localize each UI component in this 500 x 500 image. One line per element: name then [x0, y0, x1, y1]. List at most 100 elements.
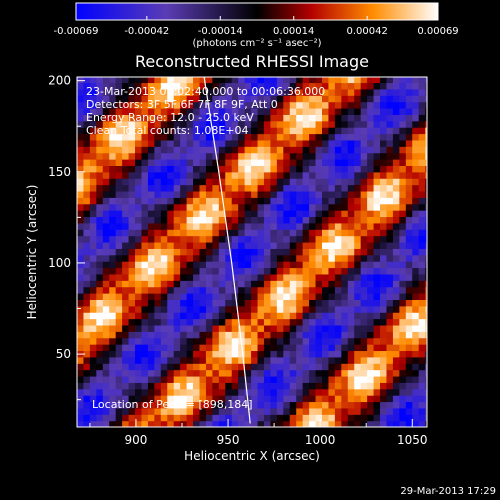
heatmap-cell: [251, 382, 259, 390]
heatmap-cell: [238, 222, 246, 230]
heatmap-cell: [392, 210, 400, 218]
heatmap-cell: [128, 286, 136, 294]
heatmap-cell: [302, 235, 310, 243]
heatmap-cell: [322, 254, 330, 262]
heatmap-cell: [380, 171, 388, 179]
heatmap-cell: [418, 229, 426, 237]
heatmap-cell: [257, 407, 265, 415]
heatmap-cell: [180, 388, 188, 396]
heatmap-cell: [180, 184, 188, 192]
heatmap-cell: [89, 184, 97, 192]
heatmap-cell: [89, 401, 97, 409]
heatmap-cell: [115, 165, 123, 173]
heatmap-cell: [147, 324, 155, 332]
heatmap-cell: [128, 299, 136, 307]
heatmap-cell: [160, 286, 168, 294]
heatmap-cell: [347, 184, 355, 192]
heatmap-cell: [122, 165, 130, 173]
heatmap-cell: [180, 420, 188, 427]
heatmap-cell: [180, 107, 188, 115]
heatmap-cell: [399, 305, 407, 313]
heatmap-cell: [173, 273, 181, 281]
heatmap-cell: [334, 133, 342, 141]
heatmap-cell: [122, 133, 130, 141]
heatmap-cell: [147, 235, 155, 243]
heatmap-cell: [418, 203, 426, 211]
heatmap-cell: [77, 197, 85, 205]
heatmap-cell: [102, 273, 110, 281]
heatmap-cell: [380, 286, 388, 294]
heatmap-cell: [380, 331, 388, 339]
heatmap-cell: [167, 375, 175, 383]
heatmap-cell: [160, 280, 168, 288]
heatmap-cell: [283, 165, 291, 173]
heatmap-cell: [341, 77, 349, 84]
heatmap-cell: [193, 299, 201, 307]
heatmap-cell: [160, 273, 168, 281]
heatmap-cell: [354, 363, 362, 371]
heatmap-cell: [283, 197, 291, 205]
heatmap-cell: [373, 261, 381, 269]
heatmap-cell: [380, 82, 388, 90]
heatmap-cell: [341, 114, 349, 122]
heatmap-cell: [283, 77, 291, 84]
heatmap-cell: [386, 152, 394, 160]
heatmap-cell: [347, 305, 355, 313]
heatmap-cell: [147, 312, 155, 320]
heatmap-cell: [180, 216, 188, 224]
heatmap-cell: [251, 235, 259, 243]
heatmap-cell: [141, 241, 149, 249]
heatmap-cell: [205, 331, 213, 339]
heatmap-cell: [238, 324, 246, 332]
heatmap-cell: [341, 414, 349, 422]
heatmap-cell: [276, 184, 284, 192]
heatmap-cell: [218, 203, 226, 211]
heatmap-cell: [425, 152, 427, 160]
heatmap-cell: [360, 171, 368, 179]
heatmap-cell: [418, 235, 426, 243]
heatmap-cell: [405, 82, 413, 90]
heatmap-cell: [360, 350, 368, 358]
heatmap-cell: [360, 267, 368, 275]
heatmap-cell: [199, 222, 207, 230]
heatmap-cell: [309, 171, 317, 179]
annotations: 23-Mar-2013 00:02:40.000 to 00:06:36.000…: [86, 85, 325, 411]
heatmap-cell: [334, 356, 342, 364]
heatmap-cell: [186, 369, 194, 377]
heatmap-cell: [238, 395, 246, 403]
heatmap-cell: [289, 229, 297, 237]
heatmap-cell: [154, 190, 162, 198]
heatmap-cell: [412, 241, 420, 249]
heatmap-cell: [302, 248, 310, 256]
heatmap-cell: [77, 107, 85, 115]
heatmap-cell: [218, 318, 226, 326]
heatmap-cell: [186, 395, 194, 403]
heatmap-cell: [341, 254, 349, 262]
heatmap-cell: [77, 261, 85, 269]
heatmap-cell: [167, 127, 175, 135]
heatmap-cell: [309, 414, 317, 422]
heatmap-cell: [218, 216, 226, 224]
heatmap-cell: [199, 350, 207, 358]
heatmap-cell: [289, 197, 297, 205]
heatmap-cell: [160, 293, 168, 300]
heatmap-cell: [173, 356, 181, 364]
heatmap-cell: [334, 305, 342, 313]
heatmap-cell: [135, 120, 143, 128]
heatmap-cell: [212, 407, 220, 415]
heatmap-cell: [399, 133, 407, 141]
heatmap-cell: [380, 344, 388, 352]
heatmap-cell: [276, 235, 284, 243]
heatmap-cell: [399, 171, 407, 179]
heatmap-cell: [399, 95, 407, 103]
heatmap-cell: [354, 184, 362, 192]
heatmap-cell: [167, 77, 175, 84]
heatmap-cell: [135, 331, 143, 339]
heatmap-cell: [270, 77, 278, 84]
heatmap-cell: [399, 280, 407, 288]
heatmap-cell: [399, 312, 407, 320]
heatmap-cell: [263, 369, 272, 377]
heatmap-cell: [141, 235, 149, 243]
heatmap-cell: [186, 165, 194, 173]
